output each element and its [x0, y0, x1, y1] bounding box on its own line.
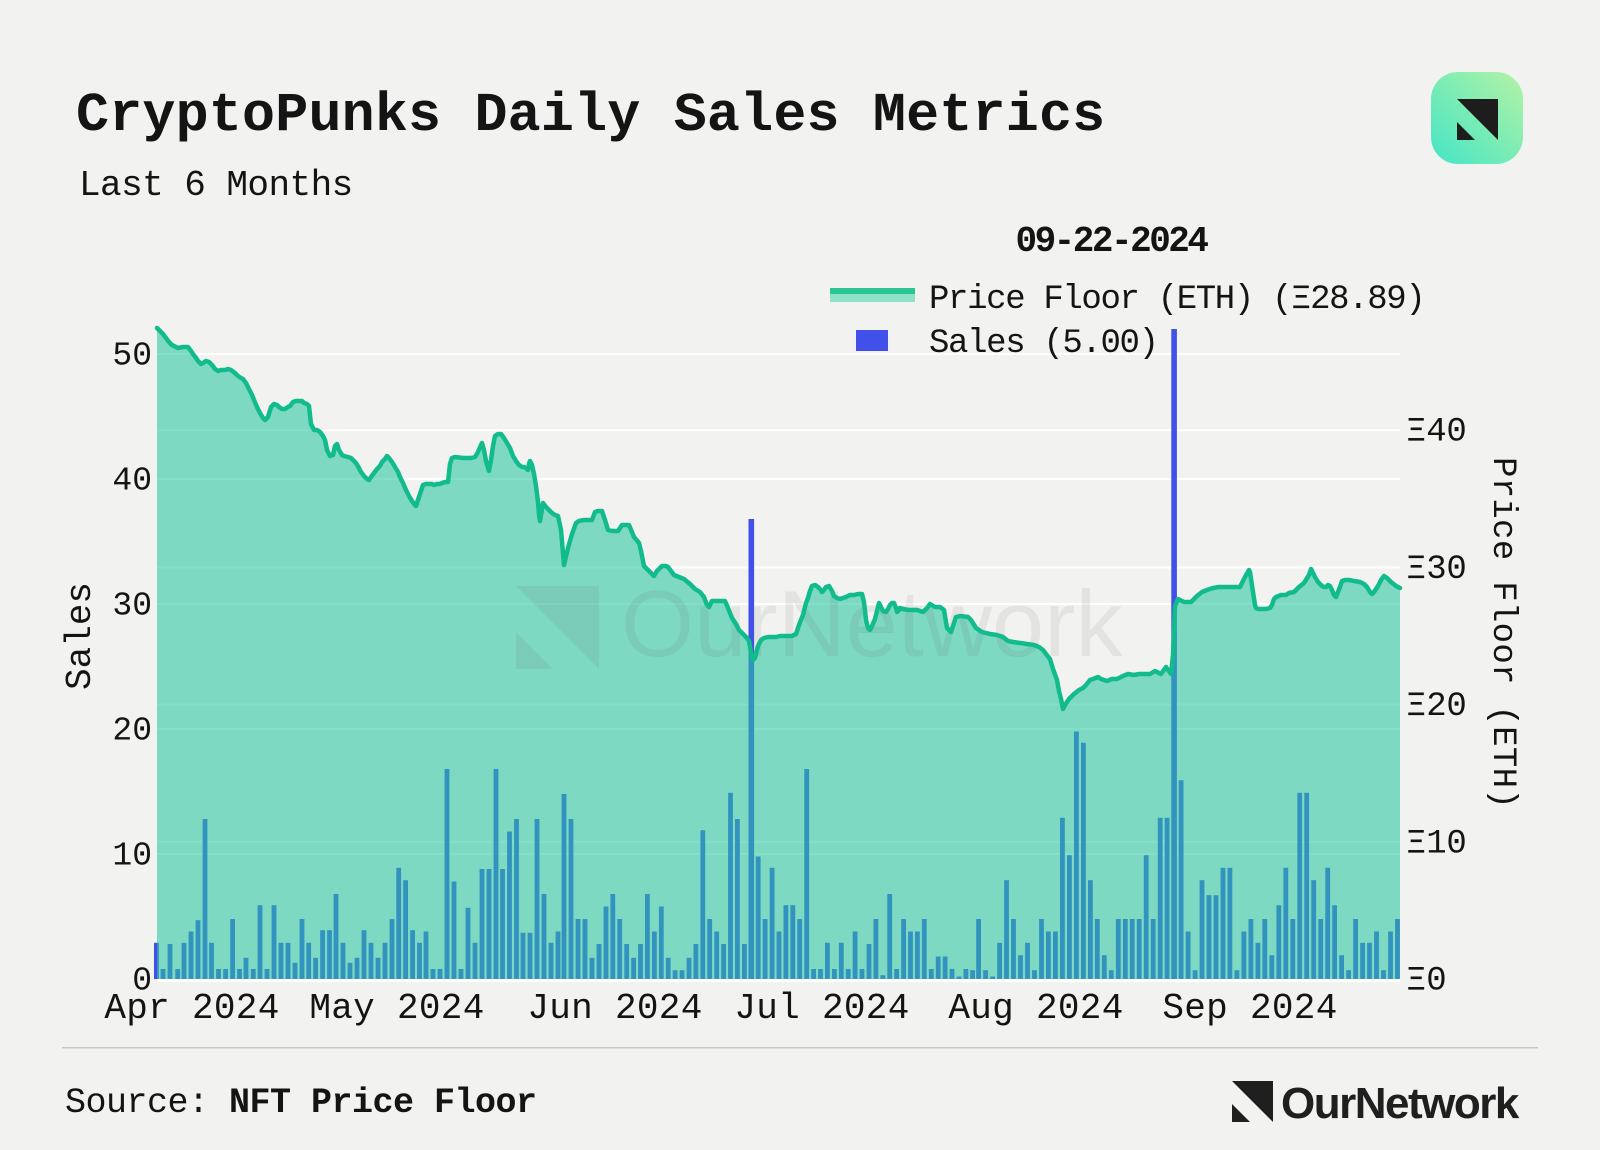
svg-text:40: 40 [112, 463, 152, 500]
svg-text:Apr 2024: Apr 2024 [104, 988, 279, 1029]
svg-text:CryptoPunks Daily Sales Metric: CryptoPunks Daily Sales Metrics [76, 84, 1105, 147]
svg-text:OurNetwork: OurNetwork [1281, 1079, 1520, 1128]
svg-text:Source:: Source: [65, 1083, 209, 1123]
svg-text:Sep 2024: Sep 2024 [1162, 988, 1337, 1029]
svg-text:Last 6 Months: Last 6 Months [79, 165, 353, 206]
svg-text:Jun 2024: Jun 2024 [527, 988, 702, 1029]
svg-text:Ξ10: Ξ10 [1406, 825, 1467, 863]
svg-text:09-22-2024: 09-22-2024 [1015, 221, 1208, 262]
svg-text:May 2024: May 2024 [309, 988, 484, 1029]
svg-text:Sales: Sales [60, 582, 101, 690]
svg-text:Aug 2024: Aug 2024 [948, 988, 1123, 1029]
svg-text:50: 50 [112, 338, 152, 375]
svg-text:Sales (5.00): Sales (5.00) [929, 325, 1158, 363]
svg-text:NFT Price Floor: NFT Price Floor [229, 1083, 537, 1123]
svg-text:Ξ30: Ξ30 [1406, 551, 1467, 589]
svg-text:30: 30 [112, 588, 152, 625]
svg-text:Price Floor (ETH) (Ξ28.89): Price Floor (ETH) (Ξ28.89) [929, 281, 1424, 319]
svg-text:Ξ40: Ξ40 [1406, 414, 1467, 452]
svg-text:Ξ0: Ξ0 [1406, 963, 1446, 1001]
svg-text:0: 0 [132, 963, 152, 1000]
svg-text:Price Floor (ETH): Price Floor (ETH) [1483, 457, 1521, 809]
svg-text:20: 20 [112, 713, 152, 750]
svg-text:Ξ20: Ξ20 [1406, 688, 1467, 726]
svg-text:10: 10 [112, 838, 152, 875]
svg-text:Jul 2024: Jul 2024 [734, 988, 909, 1029]
